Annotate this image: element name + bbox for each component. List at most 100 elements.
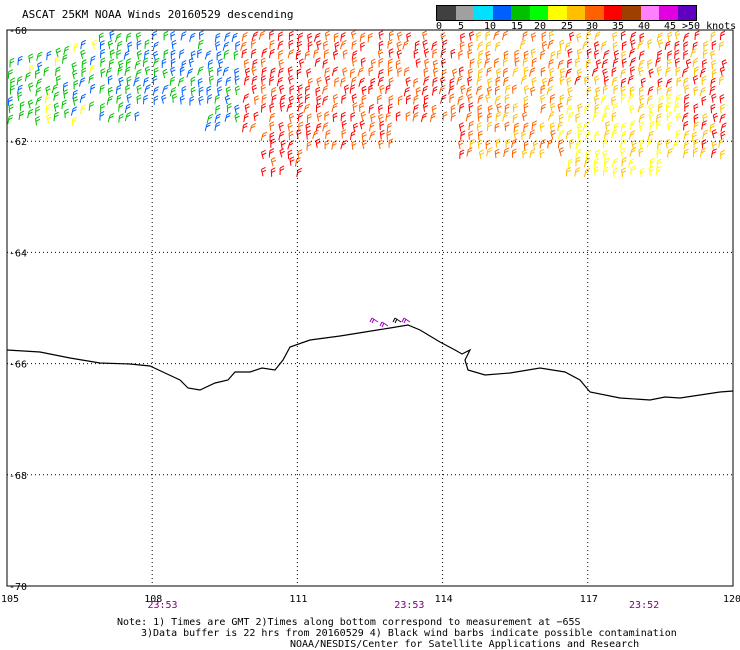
wind-barb bbox=[493, 30, 500, 40]
wind-barb bbox=[251, 31, 259, 41]
wind-barb bbox=[279, 148, 285, 158]
wind-barb bbox=[279, 165, 285, 175]
wind-barb bbox=[313, 32, 321, 42]
wind-barb bbox=[467, 68, 474, 78]
wind-barb bbox=[99, 111, 105, 121]
wind-barb bbox=[179, 95, 185, 105]
wind-barb bbox=[279, 94, 286, 105]
wind-barb bbox=[415, 58, 421, 68]
wind-barb bbox=[575, 139, 582, 150]
wind-barb bbox=[495, 76, 501, 87]
wind-barb bbox=[486, 66, 492, 77]
wind-barb bbox=[558, 147, 565, 157]
wind-barb bbox=[316, 40, 322, 50]
wind-barb bbox=[684, 84, 690, 94]
wind-barb bbox=[621, 58, 627, 68]
wind-barb bbox=[557, 102, 563, 113]
wind-barb bbox=[261, 48, 268, 58]
wind-barb bbox=[28, 53, 34, 63]
wind-barb bbox=[413, 77, 419, 88]
wind-barb bbox=[295, 50, 302, 60]
wind-barb bbox=[468, 102, 474, 112]
wind-barb bbox=[204, 121, 212, 132]
wind-barb bbox=[530, 86, 536, 96]
wind-barb bbox=[648, 103, 654, 114]
wind-barb bbox=[681, 112, 689, 122]
wind-barb bbox=[324, 67, 330, 77]
wind-barb bbox=[576, 48, 583, 58]
wind-barb bbox=[297, 93, 303, 104]
wind-barb bbox=[287, 122, 293, 132]
wind-barb bbox=[126, 93, 132, 103]
wind-barb bbox=[161, 58, 167, 68]
wind-barb bbox=[638, 86, 644, 96]
wind-barb bbox=[594, 94, 600, 105]
wind-barb bbox=[297, 102, 304, 112]
wind-barb bbox=[584, 104, 590, 114]
wind-barb bbox=[709, 122, 715, 133]
wind-barb bbox=[627, 75, 634, 85]
wind-barb bbox=[296, 129, 302, 139]
longitude-tick-label: 120 bbox=[723, 594, 740, 605]
wind-barb bbox=[442, 39, 448, 49]
wind-barb bbox=[387, 103, 393, 113]
wind-barb bbox=[225, 76, 232, 87]
wind-barb bbox=[397, 95, 403, 105]
wind-barb bbox=[180, 31, 187, 41]
wind-barb bbox=[170, 31, 176, 41]
wind-barb bbox=[639, 167, 645, 178]
legend-swatch bbox=[603, 6, 622, 20]
wind-barb bbox=[693, 86, 699, 96]
wind-barb bbox=[401, 317, 411, 324]
wind-barb bbox=[72, 69, 78, 80]
wind-barb bbox=[277, 67, 284, 78]
wind-barb bbox=[253, 95, 260, 105]
wind-barb bbox=[611, 96, 617, 106]
wind-barb bbox=[478, 50, 484, 60]
wind-barb bbox=[683, 140, 690, 150]
wind-barb bbox=[657, 39, 664, 49]
wind-barb bbox=[558, 113, 564, 124]
legend-swatch bbox=[492, 6, 511, 20]
wind-barb bbox=[350, 68, 356, 78]
wind-barb bbox=[556, 49, 562, 59]
legend-label: 10 bbox=[484, 21, 497, 32]
wind-barb bbox=[432, 59, 439, 70]
wind-barb bbox=[576, 32, 582, 43]
wind-barb bbox=[186, 68, 194, 78]
wind-barb bbox=[105, 67, 112, 77]
wind-barb bbox=[45, 85, 51, 96]
wind-barb bbox=[386, 122, 393, 132]
wind-barb bbox=[513, 122, 520, 132]
wind-barb bbox=[655, 113, 662, 123]
wind-barb bbox=[593, 158, 599, 168]
wind-barb bbox=[278, 49, 284, 60]
wind-barb bbox=[692, 75, 699, 85]
wind-barb bbox=[646, 95, 653, 105]
wind-barb bbox=[719, 113, 726, 123]
wind-barb bbox=[539, 50, 546, 60]
wind-barb bbox=[675, 129, 681, 140]
wind-barb bbox=[115, 84, 122, 95]
wind-barb bbox=[532, 140, 538, 150]
wind-barb bbox=[294, 157, 301, 167]
wind-barb bbox=[107, 113, 115, 123]
wind-barb bbox=[303, 103, 311, 113]
wind-barb bbox=[531, 76, 537, 87]
wind-barb bbox=[640, 77, 646, 88]
wind-barb bbox=[692, 41, 698, 52]
wind-barb bbox=[494, 148, 500, 159]
wind-barb bbox=[523, 140, 529, 150]
wind-barb bbox=[88, 64, 96, 75]
wind-barb bbox=[629, 57, 637, 67]
wind-barb bbox=[71, 116, 77, 127]
wind-barb bbox=[720, 103, 726, 114]
wind-barb bbox=[54, 56, 60, 66]
wind-barb bbox=[388, 30, 394, 40]
wind-barb bbox=[465, 111, 472, 122]
wind-barb bbox=[666, 86, 673, 96]
wind-barb bbox=[412, 112, 419, 122]
wind-barb bbox=[306, 113, 312, 123]
wind-barb bbox=[459, 41, 465, 51]
